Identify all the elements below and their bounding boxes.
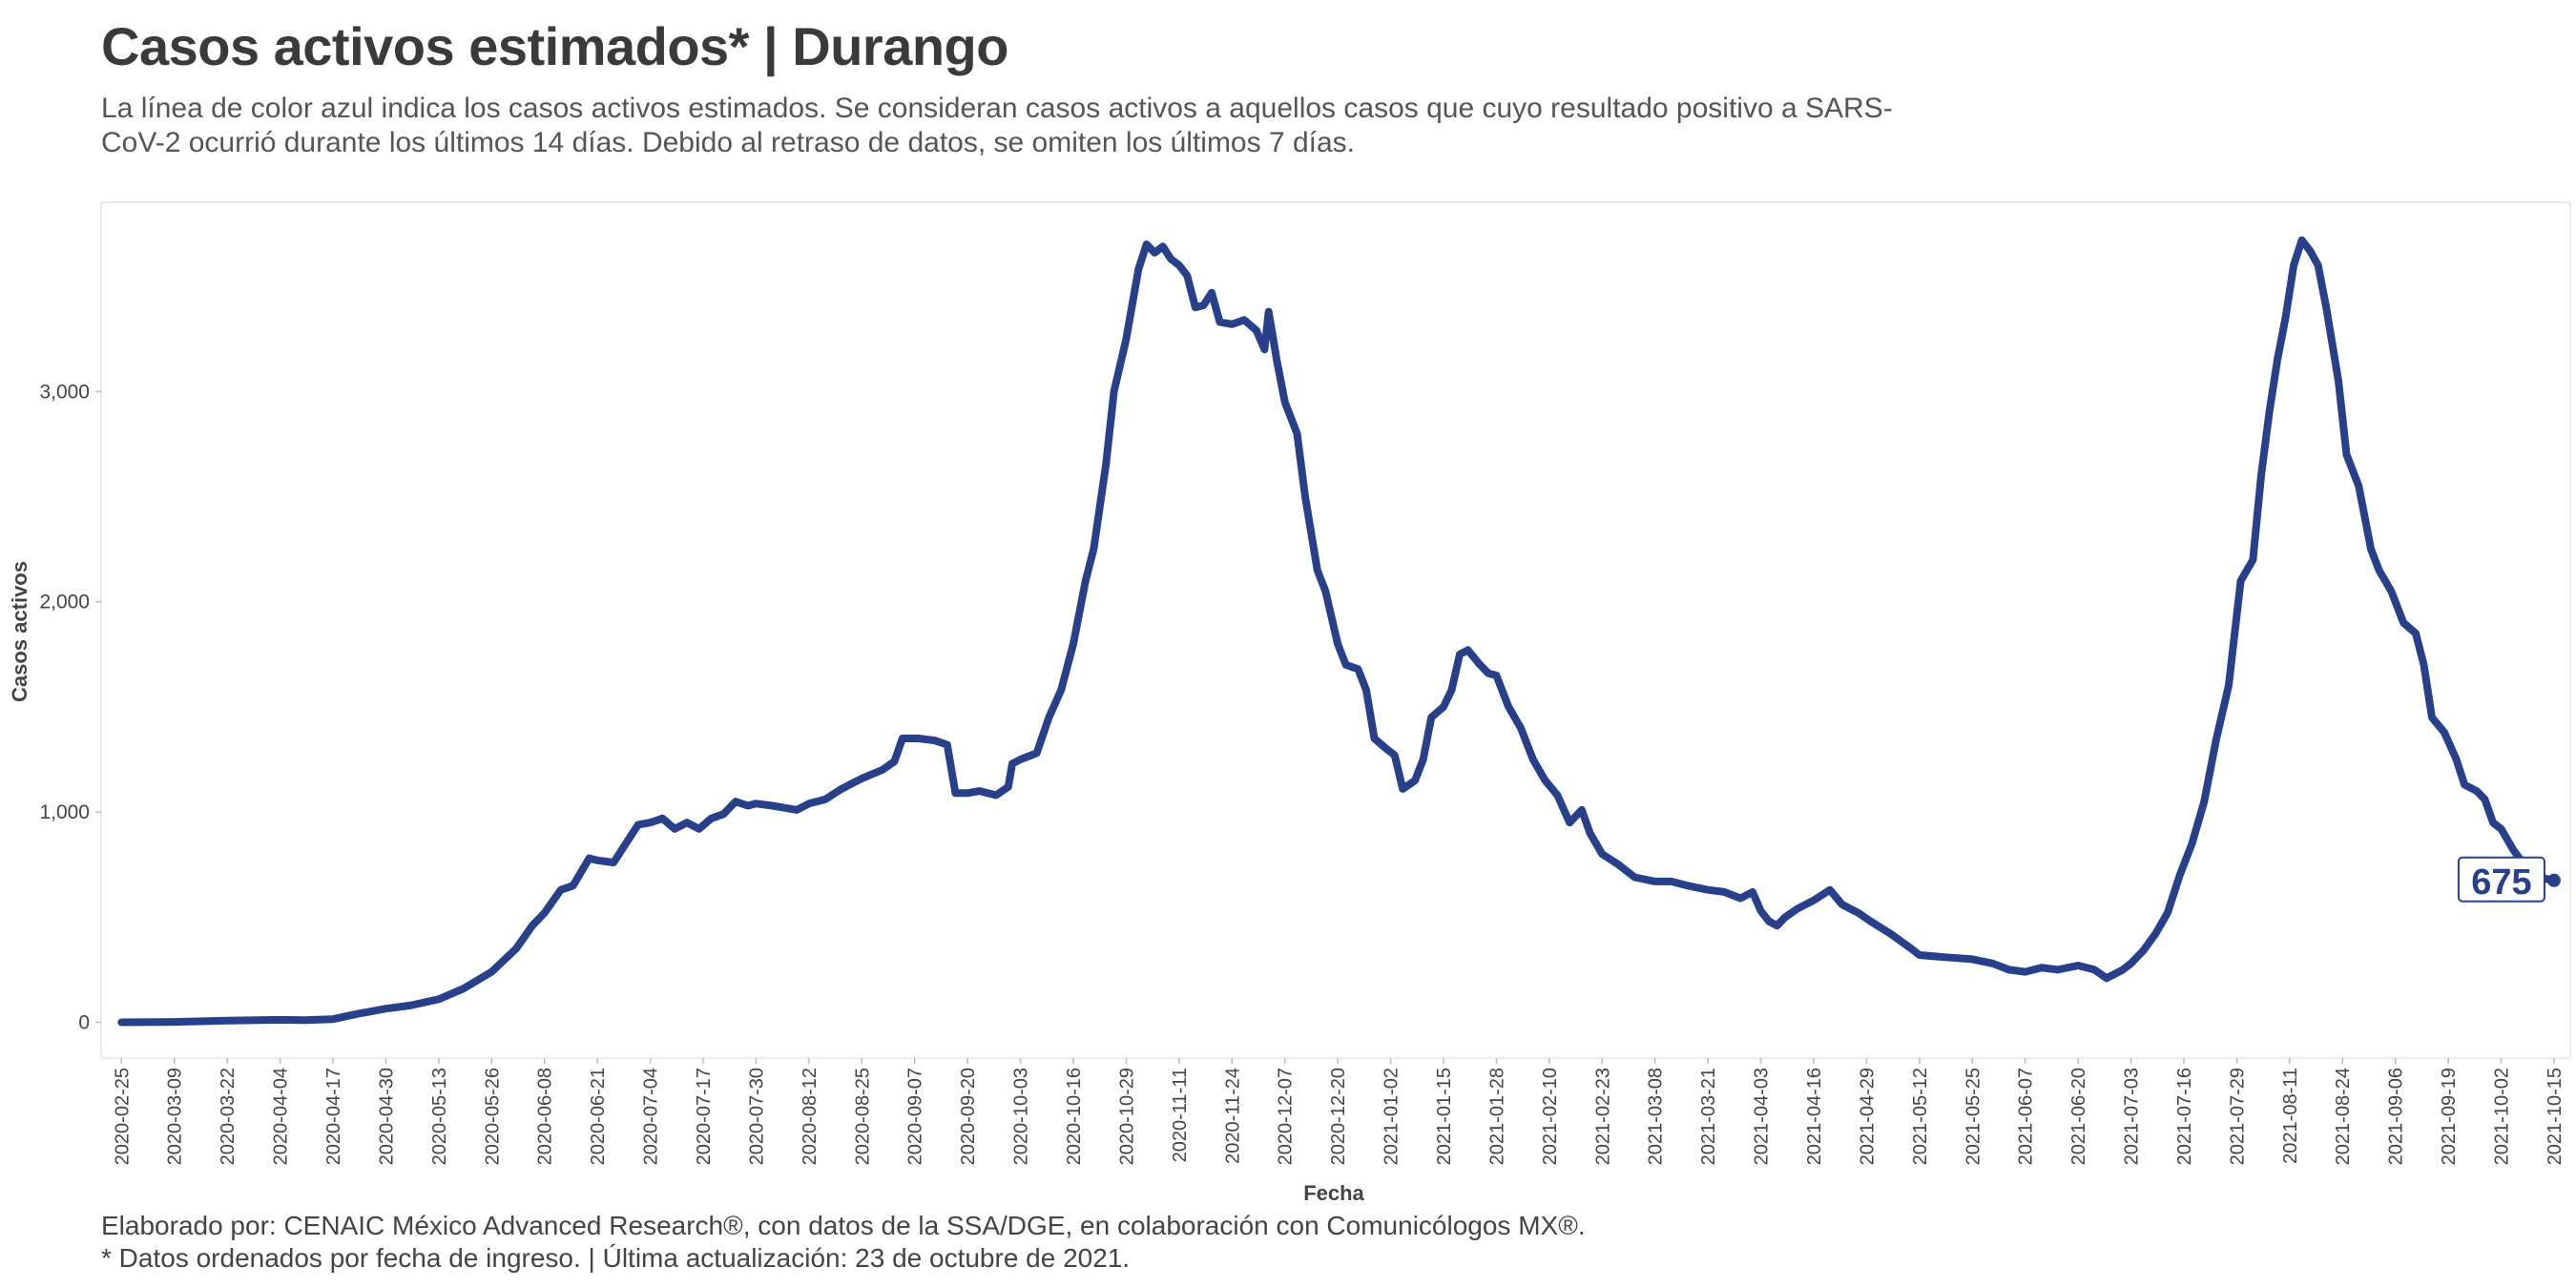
x-tick-label: 2021-04-29: [1857, 1068, 1878, 1165]
x-tick-label: 2020-04-17: [323, 1068, 344, 1165]
y-tick-label: 3,000: [39, 381, 90, 403]
x-tick-label: 2020-07-04: [641, 1068, 662, 1165]
x-tick-label: 2021-06-20: [2068, 1068, 2089, 1165]
x-tick-label: 2021-02-23: [1592, 1068, 1613, 1165]
x-tick-label: 2021-04-16: [1804, 1068, 1825, 1165]
x-tick-label: 2021-04-03: [1752, 1068, 1773, 1165]
x-tick-label: 2021-09-19: [2439, 1068, 2460, 1165]
chart-title: Casos activos estimados* | Durango: [101, 16, 1008, 76]
x-tick-label: 2020-08-25: [852, 1068, 873, 1165]
caption-credits: Elaborado por: CENAIC México Advanced Re…: [101, 1211, 1586, 1240]
x-tick-label: 2021-07-03: [2122, 1068, 2143, 1165]
x-tick-label: 2020-09-07: [905, 1068, 926, 1165]
x-tick-label: 2020-12-07: [1276, 1068, 1297, 1165]
x-tick-label: 2021-07-16: [2174, 1068, 2195, 1165]
x-tick-label: 2021-06-07: [2016, 1068, 2037, 1165]
caption: Elaborado por: CENAIC México Advanced Re…: [101, 1210, 1586, 1275]
x-tick-label: 2020-02-25: [112, 1068, 133, 1165]
x-tick-label: 2021-09-06: [2386, 1068, 2407, 1165]
x-tick-label: 2021-03-08: [1646, 1068, 1667, 1165]
x-tick-label: 2021-05-12: [1910, 1068, 1931, 1165]
y-tick-label: 1,000: [39, 801, 90, 823]
y-tick-label: 0: [78, 1012, 90, 1034]
x-tick-label: 2020-10-29: [1116, 1068, 1137, 1165]
x-tick-label: 2021-08-24: [2333, 1068, 2354, 1165]
x-tick-label: 2021-08-11: [2280, 1068, 2301, 1164]
x-tick-label: 2021-07-29: [2227, 1068, 2248, 1165]
x-tick-label: 2020-04-30: [376, 1068, 397, 1165]
x-tick-label: 2020-04-04: [271, 1068, 292, 1165]
x-tick-label: 2020-09-20: [958, 1068, 979, 1165]
x-tick-label: 2020-10-16: [1064, 1068, 1085, 1165]
y-tick-label: 2,000: [39, 592, 90, 613]
x-tick-label: 2020-08-12: [800, 1068, 821, 1165]
x-tick-label: 2021-10-15: [2545, 1068, 2566, 1165]
y-axis-title: Casos activos: [8, 561, 31, 702]
x-tick-label: 2021-10-02: [2492, 1068, 2513, 1165]
last-value-text: 675: [2471, 862, 2531, 903]
x-tick-label: 2021-03-21: [1698, 1068, 1719, 1165]
x-tick-label: 2020-03-22: [218, 1068, 239, 1165]
caption-note: * Datos ordenados por fecha de ingreso. …: [101, 1243, 1131, 1273]
x-tick-label: 2020-05-13: [429, 1068, 450, 1165]
x-tick-label: 2020-05-26: [482, 1068, 503, 1165]
x-tick-label: 2020-07-17: [694, 1068, 715, 1165]
x-tick-label: 2021-01-15: [1434, 1068, 1455, 1165]
x-tick-label: 2020-12-20: [1328, 1068, 1349, 1165]
x-axis-title: Fecha: [1303, 1181, 1364, 1205]
series-line: [117, 236, 2558, 1027]
x-tick-label: 2020-06-08: [535, 1068, 556, 1165]
y-axis: 0 1,000 2,000 3,000: [39, 381, 101, 1034]
last-value-box: [2457, 856, 2545, 903]
x-tick-label: 2020-03-09: [165, 1068, 186, 1165]
x-tick-label: 2021-01-28: [1486, 1068, 1507, 1165]
x-tick-label: 2020-11-11: [1170, 1068, 1191, 1162]
chart-subtitle: La línea de color azul indica los casos …: [101, 93, 1893, 158]
x-tick-label: 2020-07-30: [746, 1068, 767, 1165]
series-layer: [117, 236, 2561, 1027]
x-tick-label: 2021-05-25: [1963, 1068, 1984, 1165]
last-point-marker: [2546, 873, 2561, 887]
x-tick-label: 2021-02-10: [1540, 1068, 1561, 1165]
plot-panel: [100, 201, 2571, 1059]
x-tick-label: 2020-06-21: [588, 1068, 609, 1165]
x-axis: 2020-02-25 2020-03-09 2020-03-22 2020-04-04…: [112, 1058, 2566, 1165]
x-tick-label: 2020-10-03: [1011, 1068, 1032, 1165]
x-tick-label: 2021-01-02: [1381, 1068, 1402, 1165]
last-value-label: 675: [2457, 856, 2545, 903]
x-tick-label: 2020-11-24: [1222, 1068, 1243, 1164]
